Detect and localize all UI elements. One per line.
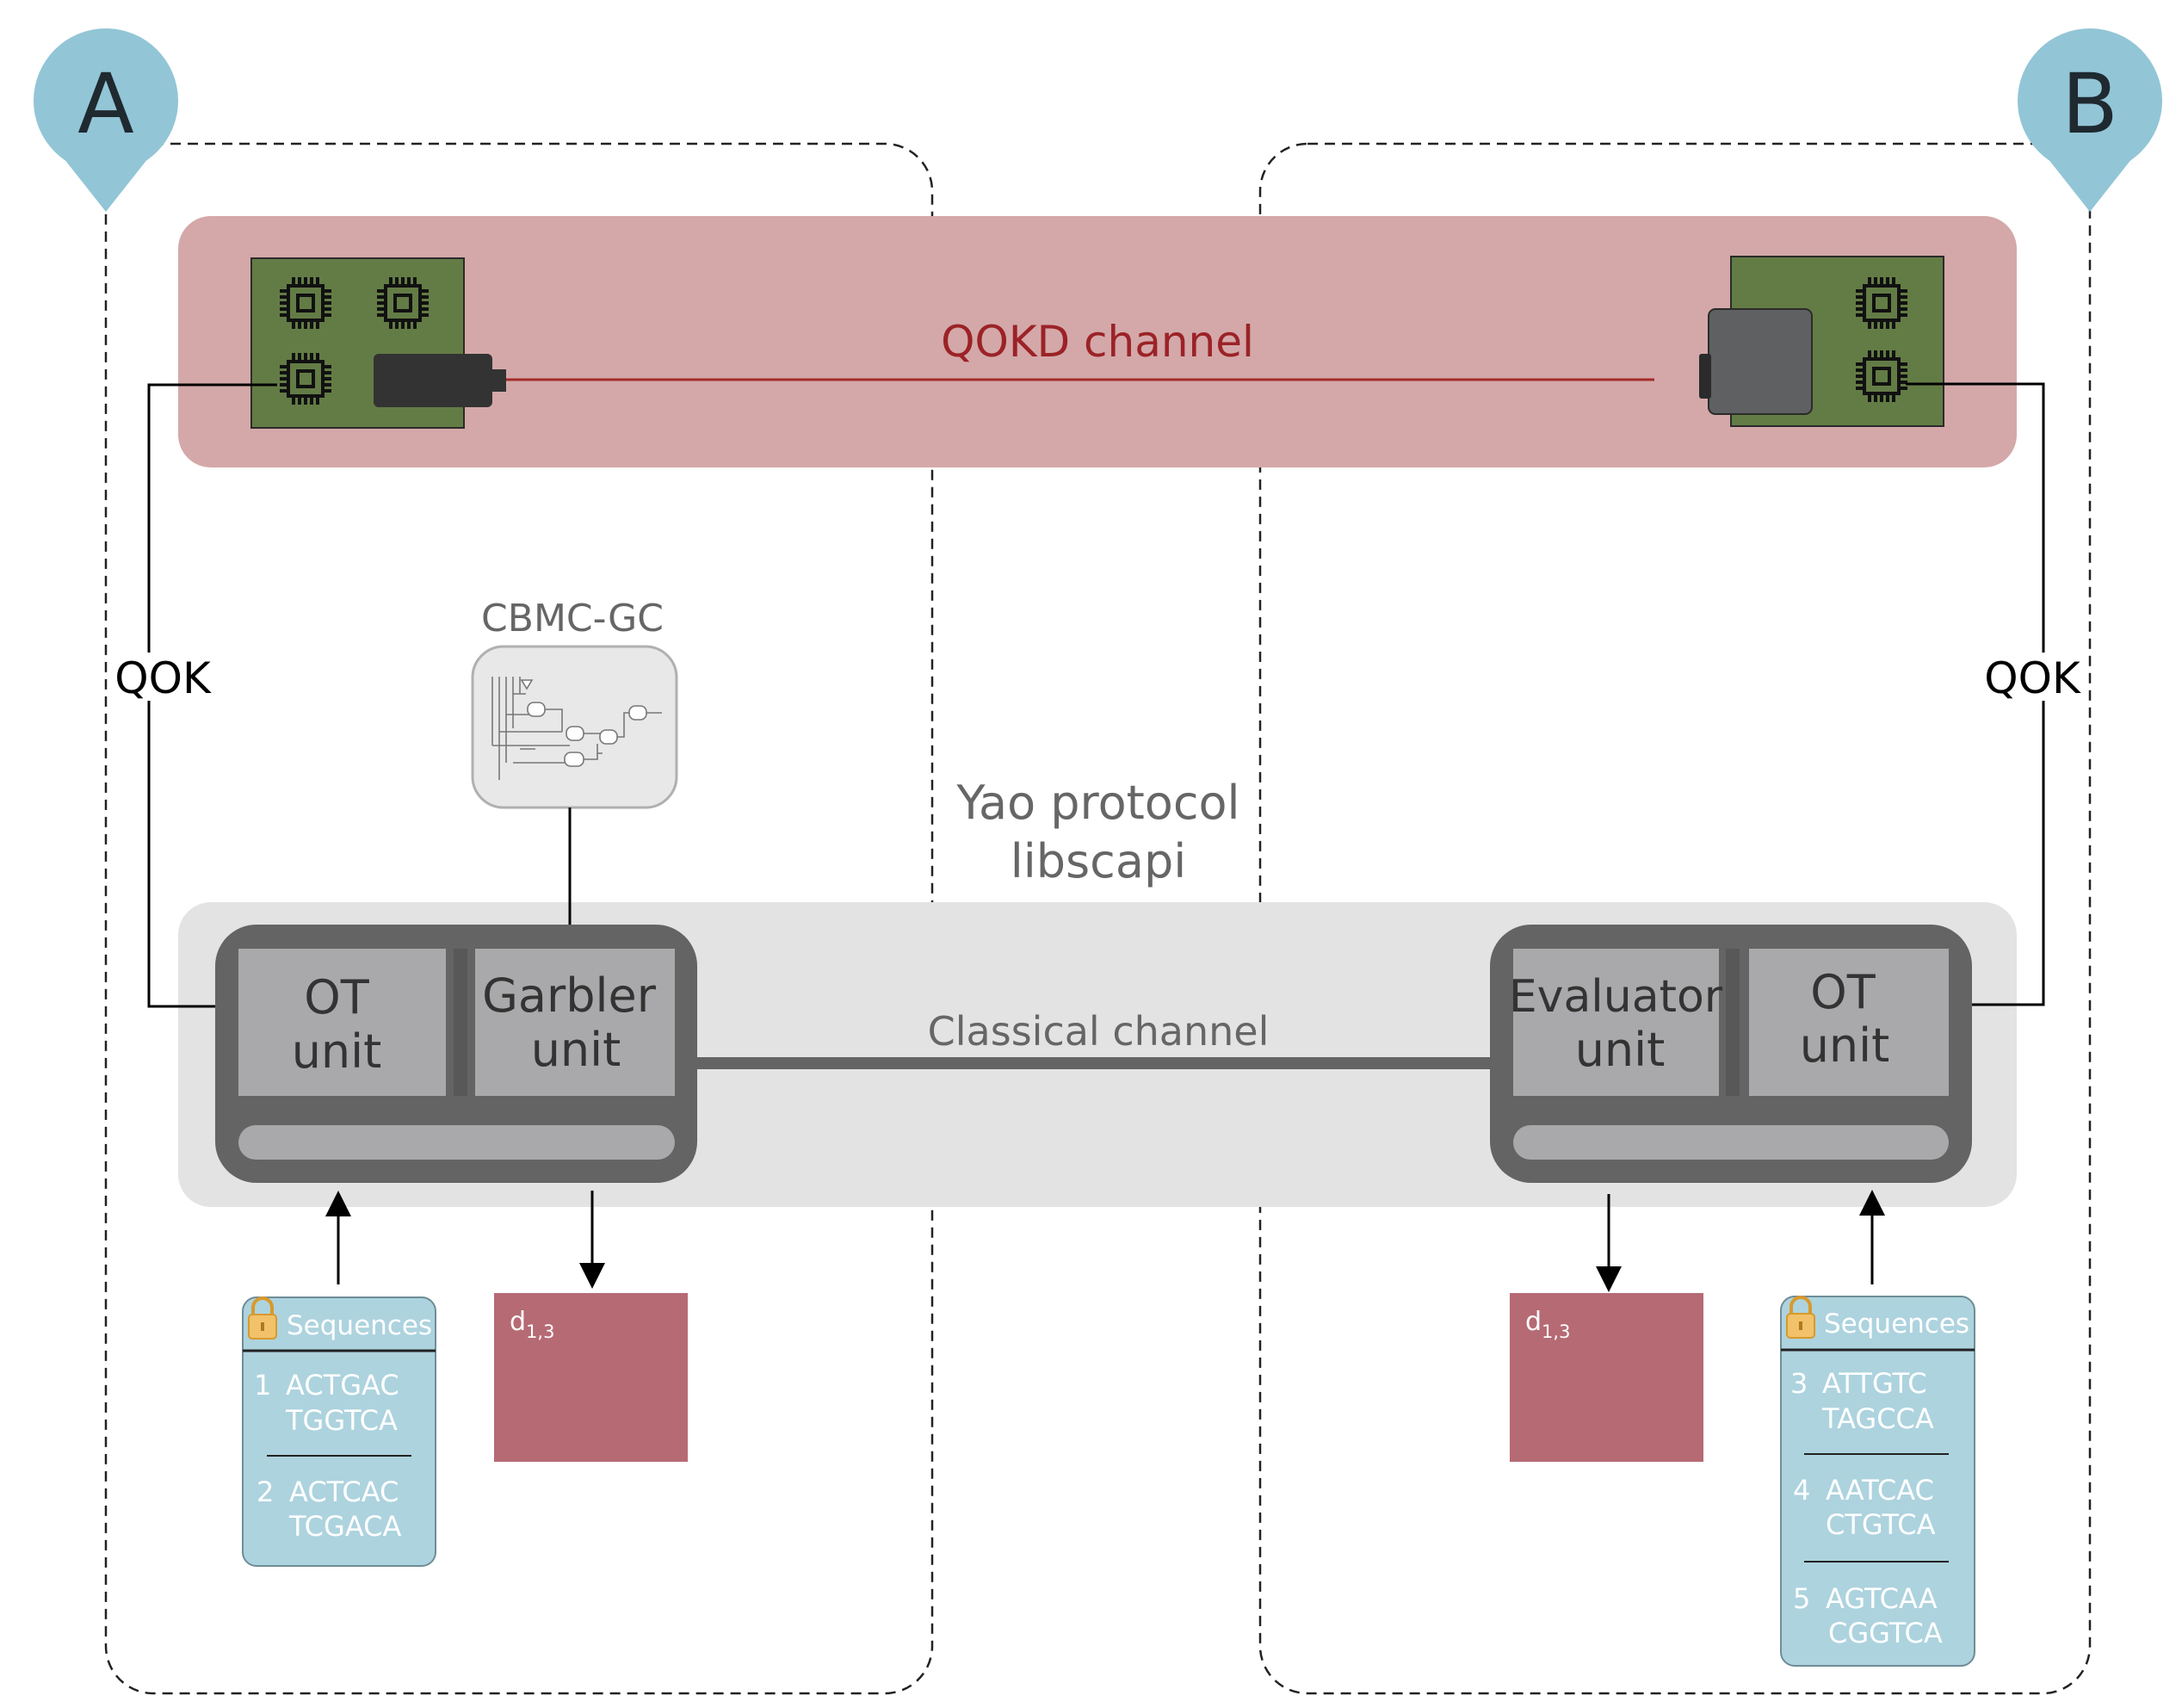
sequence-number: 1	[254, 1369, 271, 1402]
ot-unit-right-label-2: unit	[1800, 1018, 1890, 1073]
qokd-channel-band	[178, 216, 2017, 467]
party-b-label: B	[2061, 56, 2118, 152]
lock-icon	[248, 1296, 277, 1340]
sequence-line: ACTCAC	[289, 1476, 399, 1508]
party-b-marker: B	[2018, 28, 2162, 212]
right-output-box	[1510, 1293, 1703, 1462]
right-secure-device: Evaluator unit OT unit	[1490, 925, 1972, 1183]
ot-unit-right	[1749, 949, 1949, 1096]
ot-unit-left-label-2: unit	[292, 1024, 382, 1079]
sequence-line: CTGTCA	[1826, 1508, 1936, 1541]
sequence-line: TGGTCA	[285, 1404, 398, 1437]
left-secure-device: OT unit Garbler unit	[215, 925, 697, 1183]
right-output-label: d1,3	[1525, 1307, 1570, 1342]
right-device-tray	[1513, 1125, 1949, 1160]
ot-unit-left-label: OT	[304, 970, 370, 1024]
sequence-line: CGGTCA	[1828, 1617, 1943, 1649]
evaluator-unit	[1513, 949, 1719, 1096]
qok-left-label: QOK	[114, 653, 212, 703]
sequence-line: AATCAC	[1826, 1474, 1934, 1507]
cbmc-gc-label: CBMC-GC	[481, 597, 664, 640]
evaluator-unit-label: Evaluator	[1509, 971, 1723, 1023]
lock-icon	[1786, 1296, 1815, 1339]
qokd-channel-label: QOKD channel	[941, 317, 1254, 367]
yao-protocol-label: Yao protocol	[955, 776, 1239, 830]
sequence-line: TCGACA	[288, 1510, 401, 1543]
sequence-number: 3	[1790, 1367, 1808, 1400]
libscapi-label: libscapi	[1011, 834, 1186, 888]
ot-unit-left	[238, 949, 446, 1096]
qok-right-label: QOK	[1984, 653, 2081, 703]
sequence-line: TAGCCA	[1821, 1402, 1934, 1435]
ot-unit-right-label: OT	[1810, 965, 1876, 1019]
sequences-title: Sequences	[1824, 1309, 1969, 1340]
left-qkd-board	[250, 257, 506, 429]
left-output-label: d1,3	[510, 1307, 554, 1342]
sequence-number: 4	[1793, 1474, 1810, 1507]
sequence-line: ACTGAC	[286, 1369, 399, 1402]
left-sequences-panel: Sequences 1 ACTGAC TGGTCA 2 ACTCAC TCGAC…	[242, 1296, 436, 1567]
right-qkd-board	[1699, 256, 1944, 427]
party-a-label: A	[77, 56, 134, 152]
party-a-marker: A	[34, 28, 178, 212]
garbler-unit	[475, 949, 675, 1096]
left-output-box	[494, 1293, 688, 1462]
classical-channel-label: Classical channel	[928, 1008, 1270, 1055]
garbler-unit-label-2: unit	[531, 1023, 621, 1077]
sequence-number: 2	[257, 1476, 274, 1508]
sequence-line: ATTGTC	[1822, 1367, 1927, 1400]
photon-detector-icon	[1708, 308, 1813, 415]
sequences-title: Sequences	[287, 1310, 432, 1341]
left-device-tray	[238, 1125, 675, 1160]
logic-circuit-icon	[491, 677, 662, 780]
evaluator-unit-label-2: unit	[1575, 1023, 1666, 1077]
laser-transmitter-icon	[374, 354, 492, 407]
right-sequences-panel: Sequences 3 ATTGTC TAGCCA 4 AATCAC CTGTC…	[1780, 1296, 1975, 1667]
garbler-unit-label: Garbler	[482, 968, 657, 1023]
sequence-line: AGTCAA	[1826, 1582, 1938, 1615]
sequence-number: 5	[1793, 1582, 1810, 1615]
